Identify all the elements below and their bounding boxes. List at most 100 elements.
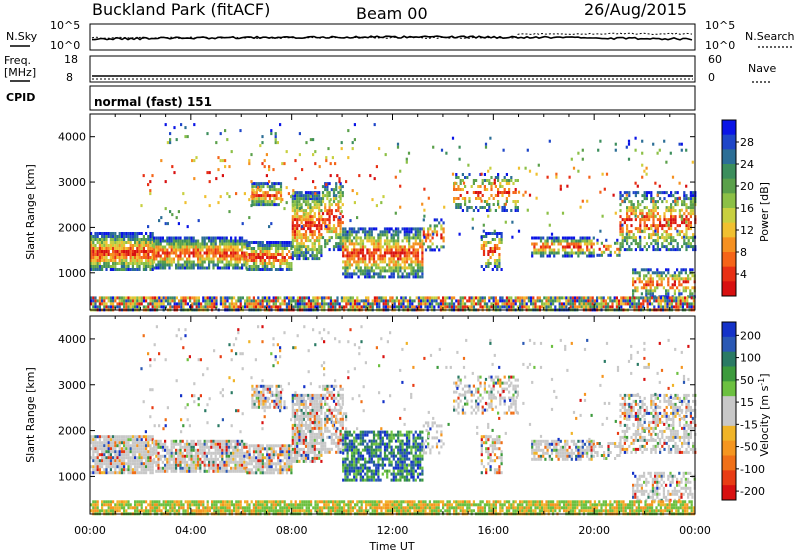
range-time-cell — [358, 299, 361, 303]
range-time-cell — [514, 296, 517, 300]
range-time-cell — [359, 236, 362, 240]
range-time-cell — [435, 296, 438, 300]
range-time-cell — [129, 444, 132, 448]
range-time-cell — [337, 191, 340, 195]
range-time-cell — [457, 188, 460, 191]
range-time-cell — [416, 269, 420, 273]
range-time-cell — [123, 265, 126, 268]
range-time-cell — [493, 232, 497, 235]
range-time-cell — [136, 465, 139, 469]
range-time-cell — [628, 248, 631, 252]
range-time-cell — [255, 265, 258, 268]
range-time-cell — [142, 305, 145, 309]
range-time-cell — [161, 469, 164, 473]
range-time-cell — [217, 201, 220, 205]
range-time-cell — [622, 299, 625, 303]
range-time-cell — [149, 256, 152, 259]
range-time-cell — [92, 241, 95, 244]
range-time-cell — [649, 277, 652, 281]
range-time-cell — [611, 305, 614, 309]
range-time-cell — [634, 227, 637, 231]
range-time-cell — [377, 239, 380, 243]
range-time-cell — [341, 215, 344, 219]
range-time-cell — [255, 262, 258, 265]
range-time-cell — [633, 302, 636, 306]
range-time-cell — [313, 197, 316, 201]
range-time-cell — [147, 305, 150, 309]
range-time-cell — [533, 236, 536, 240]
range-time-cell — [689, 245, 692, 249]
range-time-cell — [498, 241, 501, 244]
range-time-cell — [232, 245, 235, 249]
range-time-cell — [239, 305, 242, 309]
range-time-cell — [304, 251, 308, 255]
range-time-cell — [179, 442, 182, 446]
range-time-cell — [505, 296, 508, 300]
range-time-cell — [417, 305, 420, 309]
range-time-cell — [138, 262, 141, 265]
range-time-cell — [92, 250, 95, 253]
range-time-cell — [328, 203, 331, 207]
range-time-cell — [684, 277, 687, 281]
range-time-cell — [172, 248, 175, 252]
range-time-cell — [431, 248, 434, 252]
range-time-cell — [348, 263, 351, 267]
range-time-cell — [136, 299, 139, 303]
range-time-cell — [232, 263, 235, 267]
range-time-cell — [334, 302, 337, 306]
range-time-cell — [92, 453, 95, 457]
range-time-cell — [296, 254, 299, 258]
range-time-cell — [307, 197, 310, 201]
range-time-cell — [390, 239, 393, 243]
range-time-cell — [394, 175, 397, 179]
range-time-cell — [590, 254, 593, 258]
range-time-cell — [691, 274, 694, 278]
range-time-cell — [499, 296, 502, 300]
range-time-cell — [323, 296, 326, 300]
range-time-cell — [90, 253, 93, 256]
range-time-cell — [255, 191, 258, 195]
range-time-cell — [184, 302, 187, 306]
range-time-cell — [690, 296, 693, 300]
range-time-cell — [564, 248, 567, 252]
range-time-cell — [402, 305, 405, 309]
range-time-cell — [637, 302, 640, 306]
range-time-cell — [270, 244, 273, 247]
range-time-cell — [90, 441, 93, 445]
range-time-cell — [453, 200, 456, 203]
range-time-cell — [674, 199, 677, 203]
range-time-cell — [134, 305, 137, 309]
range-time-cell — [343, 299, 346, 303]
range-time-cell — [493, 238, 497, 241]
range-time-cell — [201, 263, 204, 267]
range-time-cell — [442, 227, 445, 231]
range-time-cell — [626, 218, 629, 222]
range-time-cell — [186, 251, 189, 255]
range-time-cell — [201, 248, 204, 252]
range-time-cell — [557, 251, 560, 255]
range-time-cell — [311, 257, 314, 261]
range-time-cell — [632, 191, 635, 195]
range-time-cell — [637, 245, 640, 249]
range-time-cell — [512, 305, 515, 309]
range-time-cell — [157, 254, 160, 258]
range-time-cell — [357, 275, 360, 279]
range-time-cell — [537, 163, 540, 167]
range-time-cell — [90, 241, 93, 244]
range-time-cell — [168, 257, 171, 261]
range-time-cell — [480, 244, 483, 247]
range-time-cell — [186, 469, 189, 473]
range-time-cell — [120, 247, 123, 250]
range-time-cell — [290, 302, 293, 306]
range-time-cell — [168, 245, 171, 249]
range-time-cell — [94, 450, 97, 454]
range-time-cell — [377, 263, 380, 267]
range-time-cell — [357, 251, 360, 255]
range-time-cell — [668, 302, 671, 306]
range-time-cell — [177, 257, 180, 261]
range-time-cell — [591, 302, 594, 306]
range-time-cell — [96, 256, 99, 259]
range-time-cell — [172, 457, 175, 461]
range-time-cell — [288, 265, 291, 268]
range-time-cell — [674, 203, 677, 207]
